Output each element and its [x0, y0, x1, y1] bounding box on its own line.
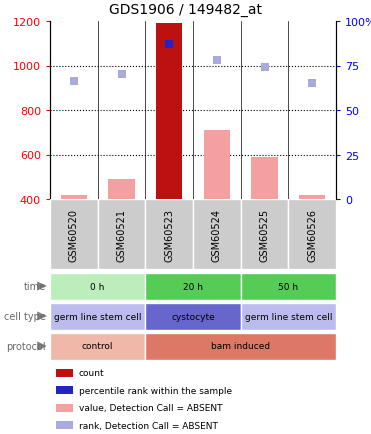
Bar: [145, 200, 193, 270]
Text: GSM60523: GSM60523: [164, 208, 174, 261]
Bar: [288, 200, 336, 270]
Bar: [241, 303, 336, 330]
Bar: [156, 24, 182, 200]
Bar: [56, 386, 73, 395]
Bar: [56, 369, 73, 377]
Polygon shape: [37, 282, 47, 291]
Text: 0 h: 0 h: [91, 282, 105, 291]
Text: GDS1906 / 149482_at: GDS1906 / 149482_at: [109, 3, 262, 17]
Bar: [56, 421, 73, 430]
Text: germ line stem cell: germ line stem cell: [54, 312, 141, 321]
Text: GSM60520: GSM60520: [69, 208, 79, 261]
Text: GSM60524: GSM60524: [212, 208, 222, 261]
Bar: [145, 303, 241, 330]
Text: cystocyte: cystocyte: [171, 312, 215, 321]
Text: percentile rank within the sample: percentile rank within the sample: [79, 386, 232, 395]
Bar: [61, 195, 87, 200]
Point: [309, 81, 315, 88]
Bar: [98, 200, 145, 270]
Bar: [145, 273, 241, 300]
Text: GSM60521: GSM60521: [116, 208, 127, 261]
Bar: [56, 404, 73, 412]
Text: 50 h: 50 h: [278, 282, 298, 291]
Bar: [50, 273, 145, 300]
Bar: [204, 131, 230, 200]
Polygon shape: [37, 312, 47, 321]
Point: [118, 72, 124, 79]
Point: [166, 42, 172, 49]
Text: germ line stem cell: germ line stem cell: [244, 312, 332, 321]
Text: control: control: [82, 342, 114, 351]
Bar: [145, 333, 336, 360]
Bar: [252, 158, 278, 200]
Bar: [241, 273, 336, 300]
Bar: [193, 200, 241, 270]
Bar: [50, 303, 145, 330]
Bar: [50, 200, 98, 270]
Text: time: time: [24, 281, 46, 291]
Bar: [108, 180, 135, 200]
Bar: [299, 195, 325, 200]
Bar: [241, 200, 288, 270]
Point: [214, 57, 220, 64]
Text: value, Detection Call = ABSENT: value, Detection Call = ABSENT: [79, 403, 222, 412]
Bar: [50, 333, 145, 360]
Text: cell type: cell type: [4, 311, 46, 321]
Text: GSM60526: GSM60526: [307, 208, 317, 261]
Text: count: count: [79, 368, 104, 378]
Text: 20 h: 20 h: [183, 282, 203, 291]
Polygon shape: [37, 342, 47, 351]
Point: [262, 64, 267, 71]
Text: bam induced: bam induced: [211, 342, 270, 351]
Text: protocol: protocol: [6, 341, 46, 351]
Point: [71, 79, 77, 85]
Text: rank, Detection Call = ABSENT: rank, Detection Call = ABSENT: [79, 421, 217, 430]
Text: GSM60525: GSM60525: [259, 208, 269, 261]
